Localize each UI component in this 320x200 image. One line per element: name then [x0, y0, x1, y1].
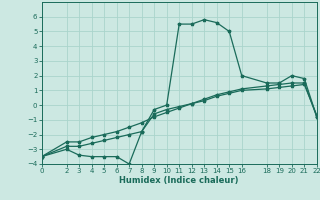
X-axis label: Humidex (Indice chaleur): Humidex (Indice chaleur) [119, 176, 239, 185]
